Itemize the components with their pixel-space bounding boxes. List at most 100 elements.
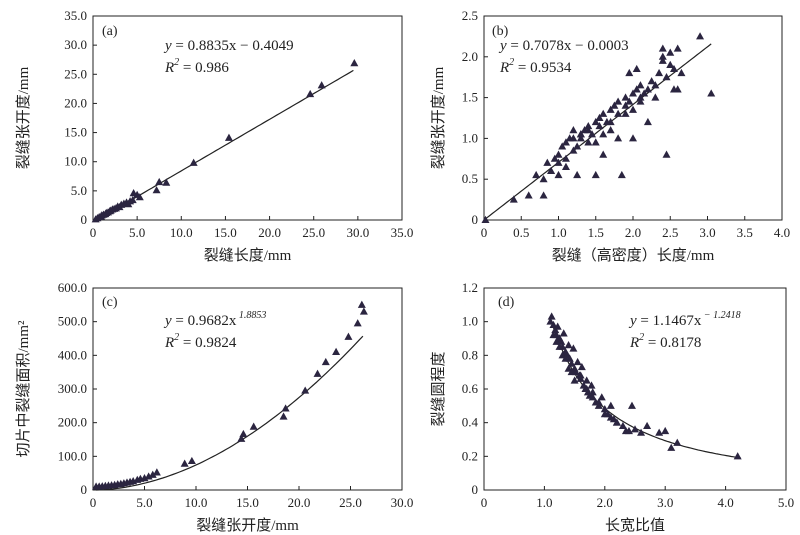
y-tick-label: 30.0 [64,37,87,52]
x-tick-label: 20.0 [258,225,281,240]
x-tick-label: 0.5 [513,225,529,240]
data-point [569,146,578,154]
y-tick-label: 35.0 [64,8,87,23]
data-point [636,81,645,89]
data-point [148,470,157,478]
data-point [567,359,576,367]
data-point [643,85,652,93]
data-point [554,150,563,158]
data-point [662,73,671,81]
chart-panel-1: 0 5.0 10.0 15.0 20.0 25.0 30.0 35.0 0 5.0 10.0 15.0… [15,8,413,264]
y-tick-label: 10.0 [64,154,87,169]
data-point [570,376,579,384]
data-point [555,342,564,350]
data-point [621,93,630,101]
data-point [584,121,593,130]
chart-panel-4: 0 1.0 2.0 3.0 4.0 5.0 0 0.2 0.4 0.6 0.8 1.0 1.2 长宽比值 裂… [430,280,794,534]
data-point [614,109,623,117]
data-point [187,456,196,465]
data-point [576,130,585,138]
y-tick-label: 0.4 [462,415,479,430]
x-tick-label: 5.0 [136,495,152,510]
x-tick-label: 3.0 [699,225,715,240]
y-tick-label: 2.5 [462,8,478,23]
data-point [625,68,634,77]
data-point [552,337,561,345]
data-point [561,154,570,162]
y-axis-label: 切片中裂缝面积/mm² [15,320,32,458]
y-tick-label: 0.6 [462,381,479,396]
data-point [637,428,646,436]
y-axis-label: 裂缝张开度/mm [430,66,447,169]
data-point [317,81,326,89]
data-point [155,177,164,186]
x-tick-label: 30.0 [391,495,414,510]
data-point [606,117,615,126]
panel-label: (a) [102,24,118,39]
data-point [606,126,615,134]
y-tick-label: 1.0 [462,130,478,145]
data-point [651,93,660,101]
data-point [618,421,627,430]
y-tick-label: 200.0 [58,415,87,430]
data-point [606,105,615,113]
y-tick-label: 400.0 [58,347,87,362]
data-point [353,319,362,327]
data-point [707,89,716,97]
r-squared: R2 = 0.8178 [629,332,701,351]
data-point [588,388,597,396]
data-point [599,130,608,138]
data-point [669,64,678,73]
data-point [666,60,675,68]
chart-panel-2: 0 0.5 1.0 1.5 2.0 2.5 3.0 3.5 4.0 0 0.5 1.0 1.5 2.0 2.… [430,8,790,264]
data-points [481,32,716,223]
data-point [281,404,290,412]
data-point [636,93,645,101]
data-point [643,421,652,430]
data-point [617,170,626,179]
y-tick-label: 1.2 [462,280,478,295]
data-point [647,77,656,85]
data-point [306,89,315,98]
data-point [582,376,591,384]
data-point [573,170,582,179]
data-point [594,398,603,406]
data-point [632,64,641,73]
x-tick-label: 15.0 [214,225,237,240]
data-point [577,362,586,371]
y-tick-label: 300.0 [58,381,87,396]
data-point [573,357,582,366]
data-point [588,130,597,138]
data-point [549,330,558,339]
x-tick-label: 0 [481,225,488,240]
data-point [658,44,667,52]
y-tick-label: 0 [472,212,479,227]
data-point [344,332,353,340]
x-tick-label: 1.0 [536,495,552,510]
x-tick-label: 10.0 [170,225,193,240]
x-tick-label: 1.0 [550,225,566,240]
data-point [631,425,639,433]
data-point [606,413,615,421]
x-tick-label: 15.0 [236,495,259,510]
data-point [733,452,742,460]
y-tick-label: 600.0 [58,280,87,295]
y-tick-label: 0 [472,482,479,497]
data-point [564,341,573,349]
data-point [350,59,359,67]
y-tick-label: 25.0 [64,66,87,81]
x-tick-label: 5.0 [778,495,794,510]
x-tick-label: 30.0 [346,225,369,240]
fit-equation: y = 0.8835x − 0.4049 [163,38,294,54]
x-axis-label: 裂缝（高密度）长度/mm [552,247,715,264]
data-point [576,134,585,142]
data-point [595,113,604,121]
data-point [669,85,678,93]
y-tick-label: 5.0 [71,183,87,198]
data-point [135,193,144,201]
data-point [658,52,667,60]
data-point [237,434,246,442]
fit-equation: y = 1.1467x − 1.2418 [628,310,741,329]
data-point [591,138,600,146]
data-point [588,393,597,401]
